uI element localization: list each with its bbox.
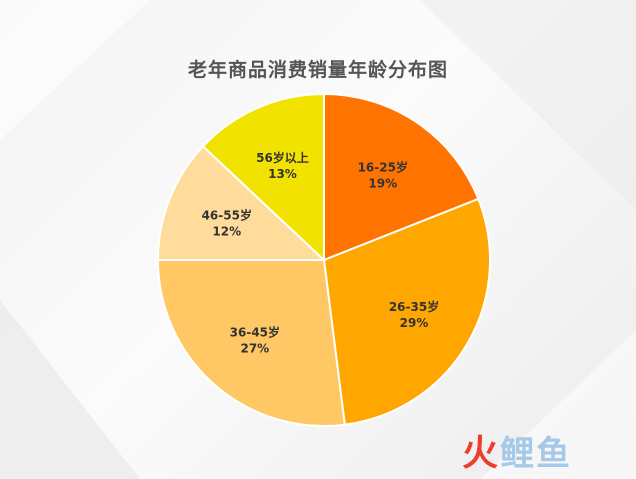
watermark-logo: 火 鲤鱼 xyxy=(462,432,572,476)
slice-category-label: 46-55岁 xyxy=(202,208,252,223)
pie-slice-1 xyxy=(323,92,480,262)
watermark-text: 鲤鱼 xyxy=(500,434,573,474)
slice-category-label: 36-45岁 xyxy=(230,324,280,339)
slice-value-label: 13% xyxy=(268,167,297,181)
slice-value-label: 27% xyxy=(240,341,269,355)
pie-slice-5 xyxy=(201,92,325,263)
chart-title: 老年商品消费销量年龄分布图 xyxy=(187,59,448,81)
slice-value-label: 12% xyxy=(212,225,241,239)
pie-slice-4 xyxy=(156,144,327,261)
slice-category-label: 26-35岁 xyxy=(389,299,439,314)
slice-category-label: 16-25岁 xyxy=(358,160,408,175)
fire-logo-icon: 火 xyxy=(462,433,499,474)
slice-value-label: 19% xyxy=(368,177,397,191)
slice-value-label: 29% xyxy=(400,316,429,330)
pie-slice-3 xyxy=(156,259,346,427)
slice-category-label: 56岁以上 xyxy=(256,150,309,165)
pie-slice-2 xyxy=(322,197,491,426)
